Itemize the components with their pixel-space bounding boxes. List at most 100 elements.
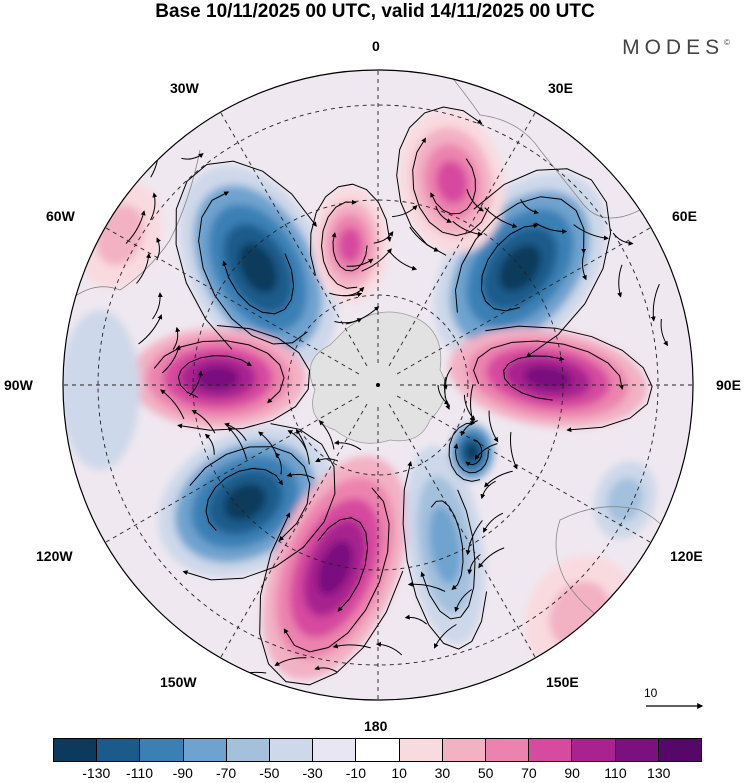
latitude-circle [97, 104, 659, 666]
colorbar-tick-label: 10 [391, 765, 407, 781]
map-title: Base 10/11/2025 00 UTC, valid 14/11/2025… [155, 1, 595, 22]
wind-streamline [274, 657, 307, 667]
lon-label-120w: 120W [36, 548, 73, 564]
wind-streamline [175, 160, 317, 350]
colorbar-tick-label: 70 [521, 765, 537, 781]
anomaly-positive-90w [130, 328, 306, 428]
lon-label-90w: 90W [4, 377, 33, 393]
wind-streamline [660, 318, 669, 347]
wind-streamline [402, 461, 488, 650]
wind-streamline [317, 517, 369, 612]
africa-coast [449, 74, 641, 219]
wind-streamline [205, 467, 283, 531]
wind-streamline [153, 340, 285, 404]
wind-streamline [329, 292, 363, 298]
colorbar-swatch-0 [54, 739, 98, 761]
wind-streamline [150, 192, 158, 221]
wind-streamline [361, 248, 392, 272]
brand-mark: © [724, 38, 730, 47]
wind-streamline [409, 226, 440, 252]
wind-streamline [177, 355, 252, 398]
wind-streamline [467, 554, 481, 575]
wind-streamline [510, 432, 518, 470]
wind-streamline [435, 205, 452, 223]
wind-streamline [318, 420, 335, 450]
colorbar-tick-label: -50 [259, 765, 280, 781]
colorbar-swatch-14 [658, 739, 702, 761]
wind-streamline [392, 205, 418, 218]
anomaly-positive-160w [262, 456, 408, 680]
wind-streamline [480, 480, 496, 500]
south-pole-marker [376, 383, 380, 387]
colorbar-tick-label: -110 [126, 765, 154, 781]
anomaly-negative-140e [450, 424, 494, 480]
meridian-line [104, 395, 360, 543]
meridian-line [396, 227, 652, 375]
wind-streamline [334, 318, 363, 324]
wind-streamline [204, 433, 215, 455]
colorbar-swatch-7 [356, 739, 400, 761]
wind-streamline [443, 367, 453, 390]
colorbar-swatch-8 [399, 739, 443, 761]
wind-streamline [274, 452, 282, 475]
lon-label-30e: 30E [548, 80, 573, 96]
wind-streamline [331, 232, 368, 272]
antarctica-landmass [309, 311, 447, 444]
graticule [63, 70, 693, 700]
colorbar-swatch-12 [572, 739, 616, 761]
colorbar-swatch-6 [313, 739, 357, 761]
colorbar [53, 738, 702, 762]
wind-streamline [182, 423, 336, 581]
wind-streamline [286, 472, 315, 479]
lon-label-90e: 90E [716, 377, 741, 393]
wind-streamline [503, 355, 565, 401]
south-america-coast [69, 149, 201, 301]
wind-streamline [375, 641, 403, 656]
reference-vector-label: 10 [644, 686, 658, 700]
colorbar-swatch-5 [270, 739, 314, 761]
meridian-line [396, 395, 652, 543]
wind-streamline [404, 614, 428, 625]
wind-streamline [412, 137, 490, 237]
wind-streamline [452, 220, 483, 237]
colorbar-tick-label: 110 [604, 765, 627, 781]
wind-streamline [444, 377, 450, 410]
wind-streamline [433, 624, 457, 649]
wind-streamline [332, 643, 371, 649]
wind-streamline [172, 326, 181, 350]
wind-streamline [466, 189, 484, 212]
wind-streamline [161, 344, 181, 374]
wind-streamline [474, 443, 498, 460]
wind-streamline [160, 389, 185, 420]
colorbar-tick-label: -90 [172, 765, 193, 781]
wind-streamline [420, 489, 476, 620]
colorbar-swatch-4 [226, 739, 271, 761]
wind-streamline [310, 183, 392, 276]
wind-streamline [488, 410, 499, 443]
wind-streamline [152, 292, 163, 320]
wind-streamline [473, 168, 612, 358]
wind-streamline [373, 231, 394, 244]
wind-streamline [320, 199, 358, 289]
colorbar-tick-label: -130 [82, 765, 111, 781]
wind-streamline [617, 264, 623, 298]
lon-label-150w: 150W [160, 674, 197, 690]
wind-streamline [259, 512, 404, 686]
wind-streamline [448, 420, 481, 482]
brand-logo: MODES© [622, 36, 730, 60]
meridian-line [104, 227, 360, 375]
wind-streamline [430, 500, 464, 591]
wind-streamline [295, 428, 310, 465]
wind-streamline [314, 665, 338, 673]
anomaly-positive-20e [399, 110, 505, 254]
map-boundary [62, 69, 694, 701]
wind-streamline [484, 207, 518, 228]
lon-label-0: 0 [372, 38, 380, 54]
colorbar-swatch-13 [615, 739, 659, 761]
wind-streamline [156, 237, 161, 261]
wind-streamline [480, 223, 539, 312]
wind-streamline [430, 158, 476, 215]
wind-streamline [454, 196, 587, 313]
wind-streamline [222, 253, 295, 315]
